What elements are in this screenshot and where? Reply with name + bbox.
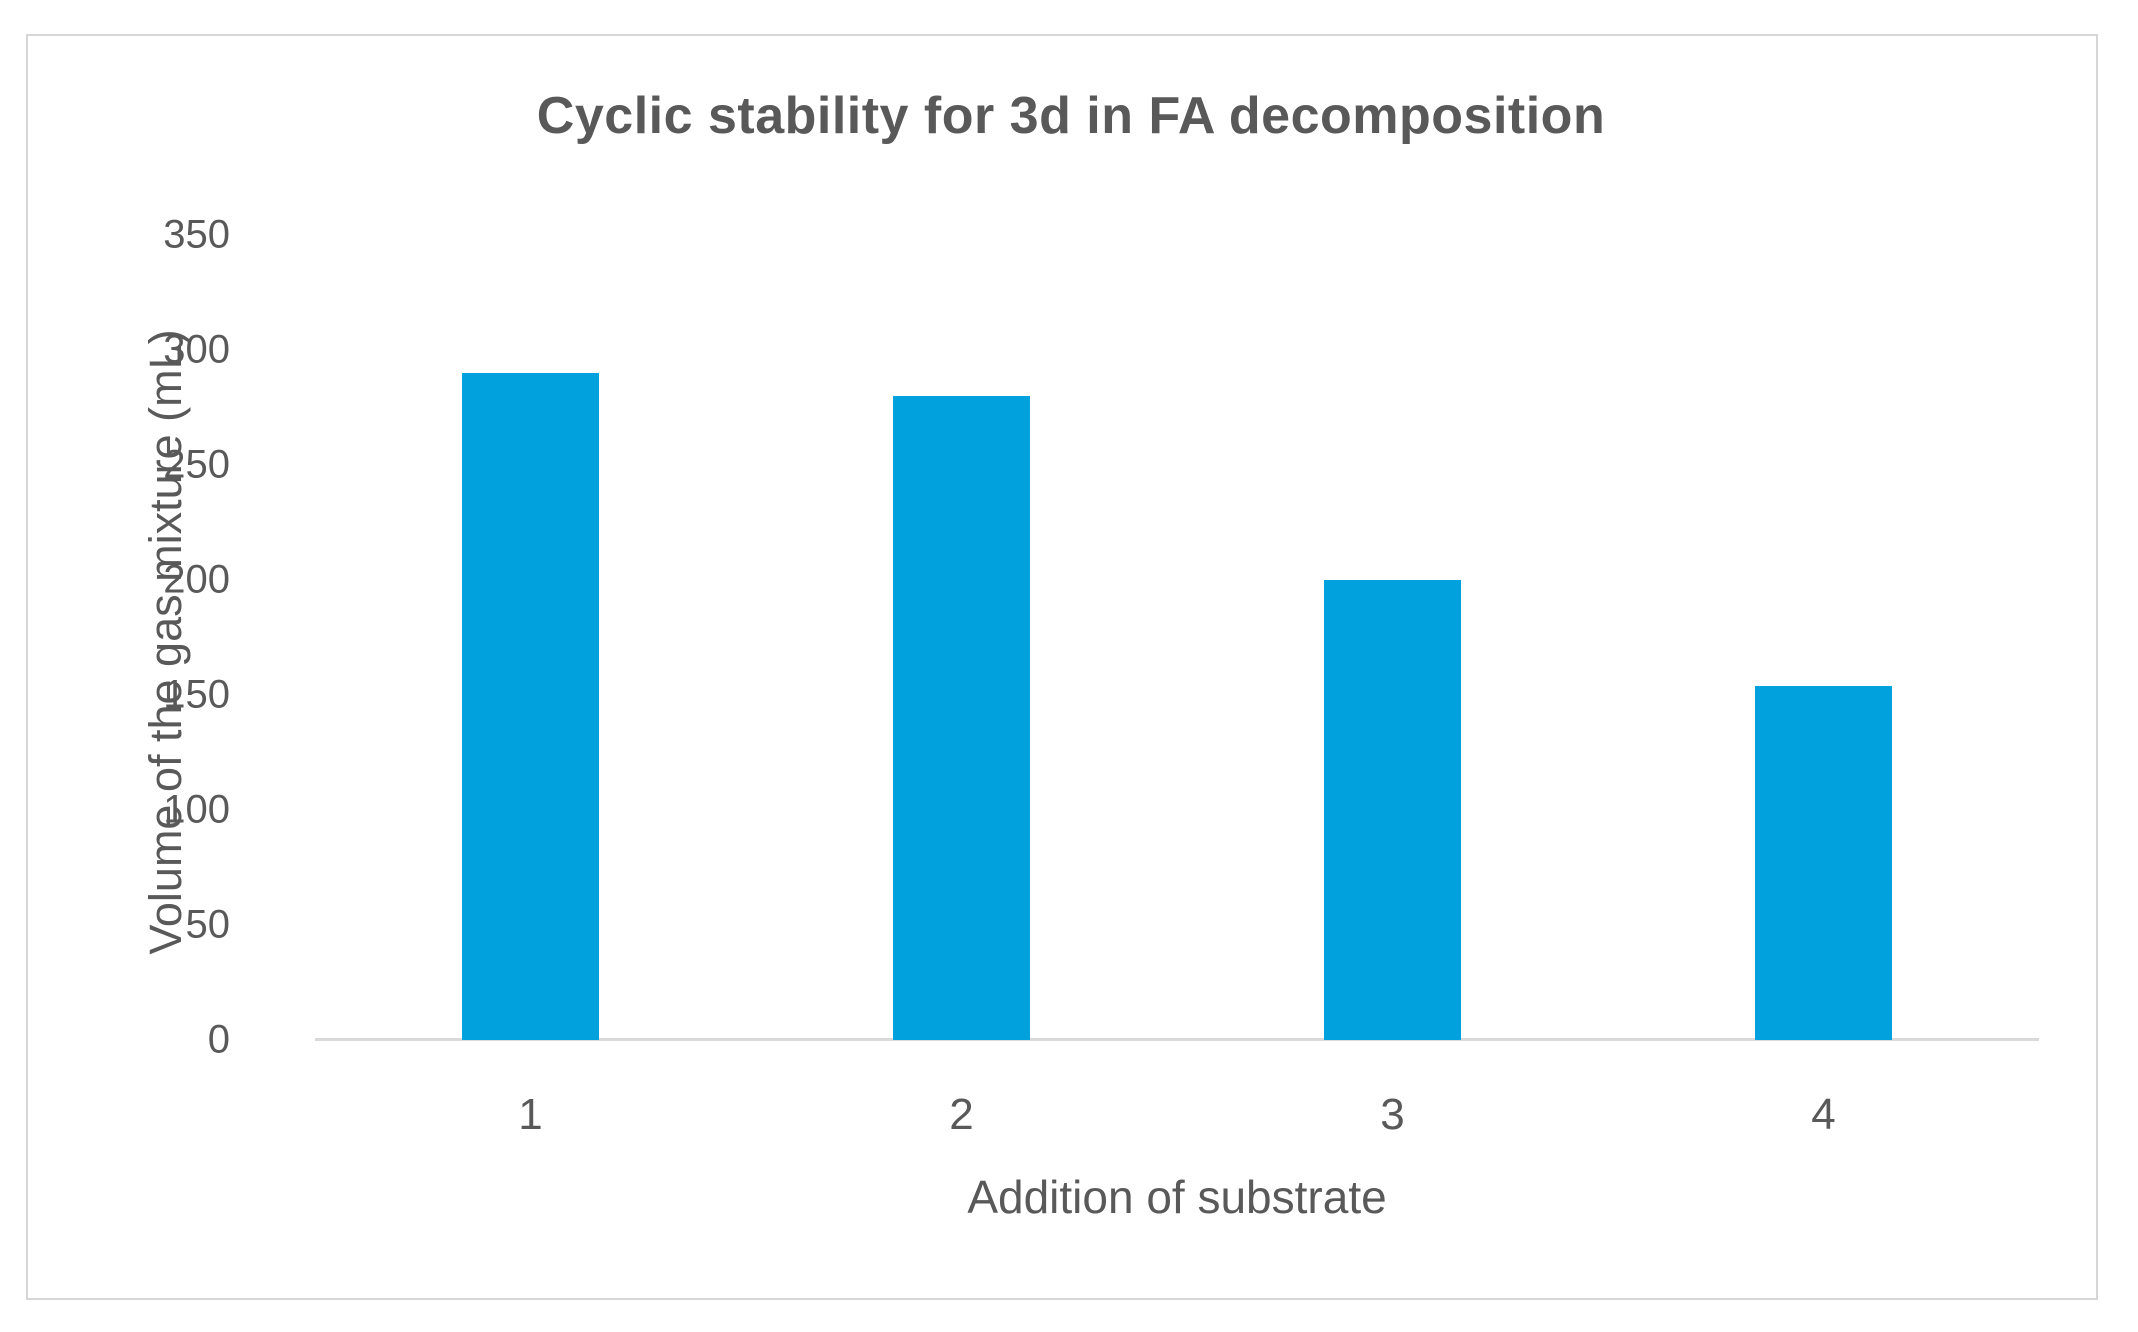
chart-frame: Cyclic stability for 3d in FA decomposit… bbox=[26, 34, 2098, 1300]
y-tick-label: 50 bbox=[185, 902, 231, 947]
x-tick-label: 2 bbox=[949, 1090, 974, 1139]
bar-cycle-1 bbox=[462, 373, 599, 1040]
y-tick-label: 200 bbox=[163, 557, 230, 602]
y-tick-label: 300 bbox=[163, 327, 230, 372]
bar-cycle-2 bbox=[893, 396, 1030, 1040]
y-tick-label: 350 bbox=[163, 212, 230, 257]
y-tick-label: 100 bbox=[163, 787, 230, 832]
x-tick-label: 1 bbox=[518, 1090, 543, 1139]
chart-title: Cyclic stability for 3d in FA decomposit… bbox=[536, 87, 1606, 145]
y-tick-label: 0 bbox=[207, 1017, 230, 1062]
y-tick-label: 150 bbox=[163, 672, 230, 717]
bar-cycle-3 bbox=[1324, 580, 1461, 1040]
bar-cycle-4 bbox=[1755, 685, 1892, 1040]
x-axis-title: Addition of substrate bbox=[967, 1171, 1387, 1223]
x-axis-line bbox=[315, 1038, 2039, 1041]
y-tick-label: 250 bbox=[163, 442, 230, 487]
x-tick-label: 4 bbox=[1811, 1090, 1836, 1139]
x-tick-label: 3 bbox=[1380, 1090, 1405, 1139]
